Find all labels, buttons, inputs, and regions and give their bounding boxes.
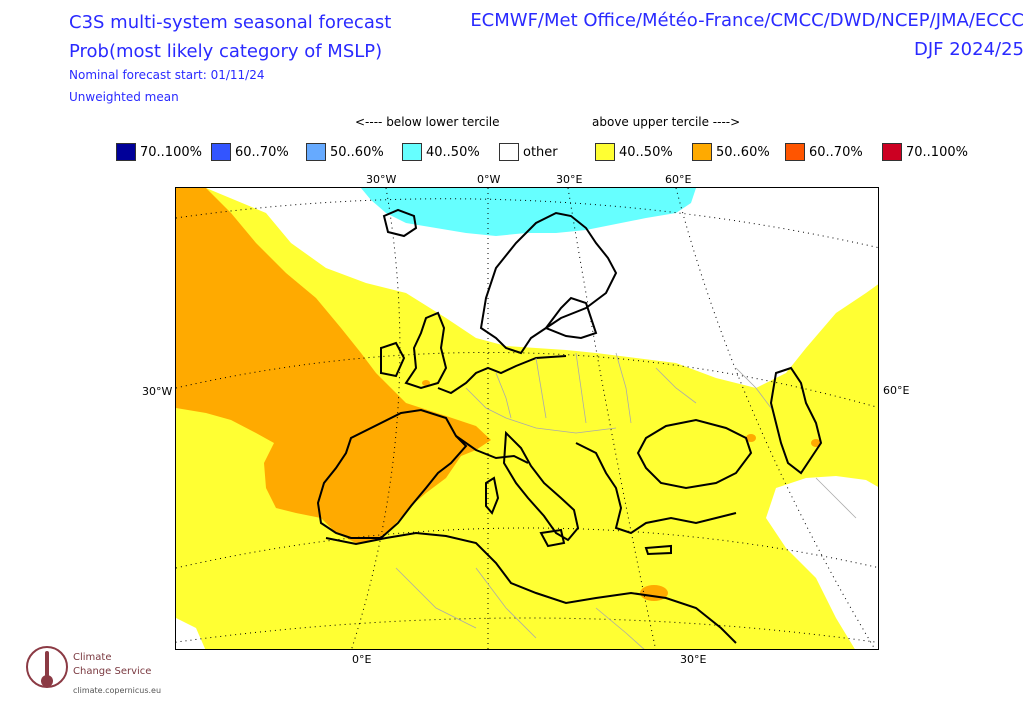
lon-label-bottom: 0°E xyxy=(352,653,372,666)
title-line2: Prob(most likely category of MSLP) xyxy=(69,41,383,62)
legend-item: 60..70% xyxy=(785,143,863,161)
legend-label: 50..60% xyxy=(330,144,384,160)
legend-label: 60..70% xyxy=(235,144,289,160)
legend-item: 40..50% xyxy=(595,143,673,161)
swatch xyxy=(882,143,902,161)
legend-label: 70..100% xyxy=(140,144,202,160)
white-north-region xyxy=(206,188,878,388)
orange-spot xyxy=(746,434,756,442)
logo-line2: Change Service xyxy=(73,666,152,677)
graticule xyxy=(176,188,878,649)
forecast-start: Nominal forecast start: 01/11/24 xyxy=(69,68,265,82)
legend-item: 40..50% xyxy=(402,143,480,161)
legend-label: 40..50% xyxy=(426,144,480,160)
swatch xyxy=(692,143,712,161)
swatch xyxy=(785,143,805,161)
white-east-region xyxy=(766,476,878,649)
copernicus-logo xyxy=(22,643,162,703)
weighting: Unweighted mean xyxy=(69,90,179,104)
legend-label: other xyxy=(523,144,558,160)
below-tercile-caption: <---- below lower tercile xyxy=(355,115,500,129)
orange-spot xyxy=(422,380,430,386)
borders xyxy=(395,352,857,649)
legend-label: 70..100% xyxy=(906,144,968,160)
legend-item: 70..100% xyxy=(116,143,202,161)
legend-item: other xyxy=(499,143,558,161)
swatch xyxy=(595,143,615,161)
swatch xyxy=(211,143,231,161)
lon-label-top: 30°W xyxy=(366,173,397,186)
legend-label: 50..60% xyxy=(716,144,770,160)
forecast-map xyxy=(175,187,879,650)
swatch xyxy=(402,143,422,161)
legend-label: 40..50% xyxy=(619,144,673,160)
legend-label: 60..70% xyxy=(809,144,863,160)
logo-line1: Climate xyxy=(73,652,112,663)
swatch xyxy=(306,143,326,161)
season: DJF 2024/25 xyxy=(913,39,1024,60)
lon-label-top: 0°W xyxy=(477,173,501,186)
lat-label-left: 30°W xyxy=(142,385,173,398)
lon-label-top: 60°E xyxy=(665,173,692,186)
lon-label-bottom: 30°E xyxy=(680,653,707,666)
title-line1: C3S multi-system seasonal forecast xyxy=(69,12,392,33)
legend-item: 60..70% xyxy=(211,143,289,161)
centers: ECMWF/Met Office/Météo-France/CMCC/DWD/N… xyxy=(470,10,1024,31)
above-tercile-caption: above upper tercile ----> xyxy=(592,115,741,129)
legend-item: 70..100% xyxy=(882,143,968,161)
lon-label-top: 30°E xyxy=(556,173,583,186)
coastlines xyxy=(316,208,823,644)
swatch xyxy=(116,143,136,161)
logo-url: climate.copernicus.eu xyxy=(73,686,162,695)
cyan-region xyxy=(361,188,696,236)
swatch xyxy=(499,143,519,161)
thermometer-globe-icon xyxy=(26,646,68,688)
orange-region xyxy=(176,188,491,543)
legend-item: 50..60% xyxy=(306,143,384,161)
lat-label-right: 60°E xyxy=(883,384,910,397)
map-svg xyxy=(176,188,878,649)
white-southwest-region xyxy=(176,618,206,649)
legend-item: 50..60% xyxy=(692,143,770,161)
